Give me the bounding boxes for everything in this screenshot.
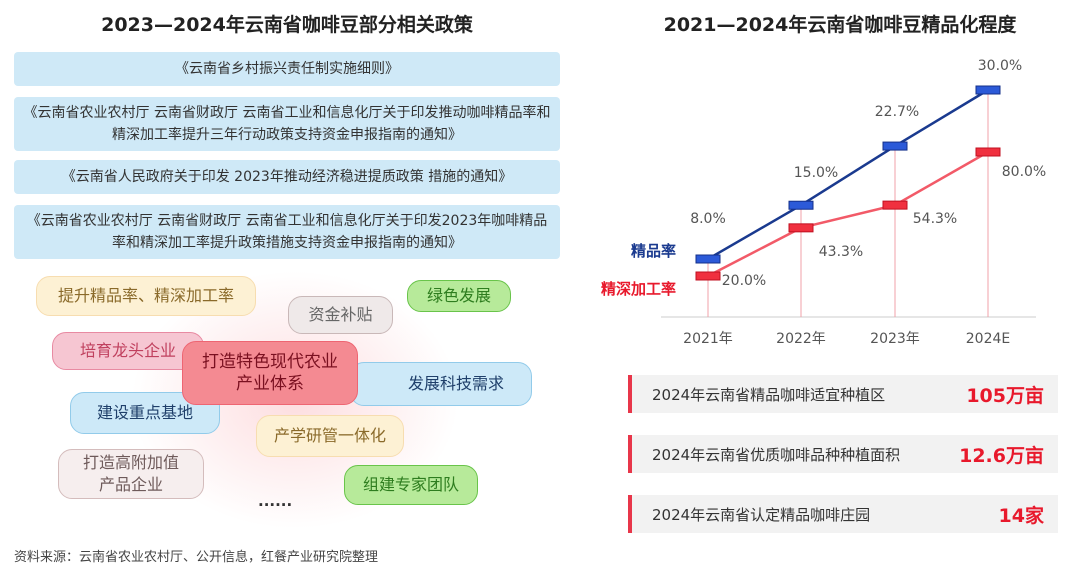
x-tick-label: 2023年 bbox=[870, 331, 920, 347]
data-label: 20.0% bbox=[722, 273, 766, 289]
bubble-b9: 组建专家团队 bbox=[344, 465, 478, 505]
data-label: 80.0% bbox=[1002, 164, 1046, 180]
data-marker bbox=[975, 147, 1001, 157]
line-chart: 2021年 2022年 2023年 2024E 8.0% 15.0% 22.7% 30.0% 2… bbox=[601, 58, 1046, 347]
stat-row: 2024年云南省精品咖啡适宜种植区 105万亩 bbox=[628, 375, 1058, 413]
data-label: 54.3% bbox=[913, 211, 957, 227]
source-note: 资料来源：云南省农业农村厅、公开信息，红餐产业研究院整理 bbox=[14, 550, 379, 565]
bubble-b8: 打造高附加值产品企业 bbox=[58, 449, 204, 499]
more-ellipsis: ...... bbox=[258, 492, 293, 510]
data-label: 15.0% bbox=[794, 165, 838, 181]
chart-title: 2021—2024年云南省咖啡豆精品化程度 bbox=[663, 14, 1017, 36]
data-label: 8.0% bbox=[690, 211, 726, 227]
data-label: 22.7% bbox=[875, 104, 919, 120]
series-line bbox=[707, 150, 989, 278]
series-line bbox=[707, 88, 989, 261]
policy-item: 《云南省农业农村厅 云南省财政厅 云南省工业和信息化厅关于印发2023年咖啡精品… bbox=[14, 205, 560, 259]
stat-row: 2024年云南省优质咖啡品种种植面积 12.6万亩 bbox=[628, 435, 1058, 473]
bubble-b1: 提升精品率、精深加工率 bbox=[36, 276, 256, 316]
bubble-b5: 发展科技需求 bbox=[350, 362, 532, 406]
x-tick-label: 2024E bbox=[966, 331, 1010, 347]
stat-label: 2024年云南省认定精品咖啡庄园 bbox=[652, 505, 871, 524]
stat-label: 2024年云南省优质咖啡品种种植面积 bbox=[652, 445, 901, 464]
data-marker bbox=[975, 85, 1001, 95]
stat-row: 2024年云南省认定精品咖啡庄园 14家 bbox=[628, 495, 1058, 533]
x-tick-label: 2021年 bbox=[683, 331, 733, 347]
stat-value: 12.6万亩 bbox=[959, 444, 1044, 467]
bubble-b3: 绿色发展 bbox=[407, 280, 511, 312]
legend-label: 精品率 bbox=[631, 242, 676, 260]
data-marker bbox=[695, 271, 721, 281]
data-label: 43.3% bbox=[819, 244, 863, 260]
stat-label: 2024年云南省精品咖啡适宜种植区 bbox=[652, 385, 886, 404]
bubble-b7: 产学研管一体化 bbox=[256, 415, 404, 457]
x-tick-label: 2022年 bbox=[776, 331, 826, 347]
data-marker bbox=[882, 141, 908, 151]
bubble-b2: 资金补贴 bbox=[288, 296, 393, 334]
policy-item: 《云南省农业农村厅 云南省财政厅 云南省工业和信息化厅关于印发推动咖啡精品率和精… bbox=[14, 97, 560, 151]
stat-value: 14家 bbox=[998, 504, 1044, 527]
data-marker bbox=[788, 200, 814, 210]
data-label: 30.0% bbox=[978, 58, 1022, 74]
policy-item: 《云南省人民政府关于印发 2023年推动经济稳进提质政策 措施的通知》 bbox=[14, 160, 560, 194]
data-marker bbox=[882, 200, 908, 210]
policy-item: 《云南省乡村振兴责任制实施细则》 bbox=[14, 52, 560, 86]
data-marker bbox=[788, 223, 814, 233]
bubble-b6: 建设重点基地 bbox=[70, 392, 220, 434]
stat-value: 105万亩 bbox=[966, 384, 1044, 407]
left-title: 2023—2024年云南省咖啡豆部分相关政策 bbox=[101, 14, 473, 36]
bubble-b4: 培育龙头企业 bbox=[52, 332, 204, 370]
data-marker bbox=[695, 254, 721, 264]
legend-label: 精深加工率 bbox=[601, 280, 676, 298]
bubble-center: 打造特色现代农业产业体系 bbox=[182, 341, 358, 405]
